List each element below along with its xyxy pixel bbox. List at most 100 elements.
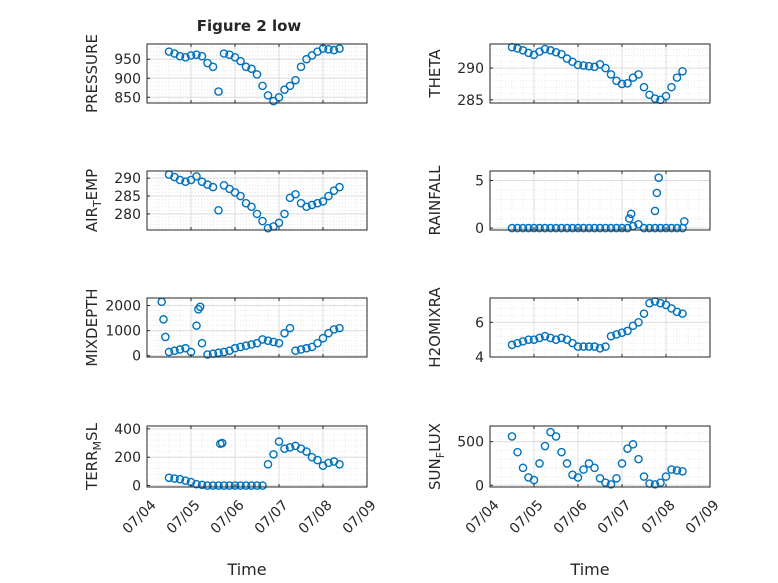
data-point [269, 337, 278, 347]
data-point [280, 328, 289, 338]
data-point [164, 47, 174, 56]
data-point [335, 182, 344, 192]
data-point [513, 338, 522, 348]
data-point [170, 346, 179, 356]
y-tick-label: 5 [475, 174, 484, 190]
data-point [672, 307, 682, 317]
data-point [318, 333, 328, 343]
data-point [274, 338, 284, 348]
data-point [518, 337, 528, 346]
data-point [612, 223, 621, 233]
data-point [546, 333, 555, 343]
data-point [546, 427, 555, 437]
data-point [197, 480, 207, 490]
x-tick-label: 07/06 [551, 497, 591, 537]
y-tick-label: 950 [114, 52, 141, 68]
data-point [507, 223, 517, 233]
data-point [296, 62, 306, 72]
axes-box [146, 43, 368, 104]
y-tick-label: 2000 [105, 299, 141, 315]
data-point [601, 342, 610, 351]
data-point [175, 175, 185, 185]
data-point [195, 302, 205, 312]
data-point [230, 343, 240, 353]
data-point [535, 333, 544, 343]
data-point [159, 315, 168, 324]
data-point [568, 223, 577, 233]
data-point [252, 209, 262, 219]
plot-area [490, 298, 710, 357]
data-point [617, 79, 627, 89]
data-point [280, 444, 289, 453]
data-point [540, 331, 550, 341]
data-point [318, 197, 328, 206]
x-tick-label: 07/08 [296, 497, 336, 537]
data-point [274, 218, 284, 228]
y-axis-label: TERRMSL [83, 422, 104, 491]
data-point [302, 202, 311, 212]
data-point [313, 198, 322, 208]
data-point [623, 79, 632, 88]
data-point [529, 475, 539, 485]
x-tick-label: 07/06 [208, 497, 248, 537]
data-point [241, 341, 251, 351]
data-point [551, 432, 561, 441]
data-point [197, 338, 207, 348]
data-point [197, 51, 207, 61]
data-point [595, 473, 605, 483]
panel-theta: 285 290 THETA [426, 42, 711, 109]
data-point [230, 481, 240, 490]
data-point [529, 223, 539, 233]
data-point [208, 481, 218, 490]
data-point [584, 61, 594, 71]
y-axis-label: PRESSURE [83, 34, 101, 113]
data-point [175, 51, 185, 61]
data-point [324, 45, 333, 54]
data-point [518, 223, 528, 233]
data-point [639, 82, 649, 92]
y-tick-label: 0 [132, 479, 141, 495]
data-point [269, 450, 278, 459]
data-point [650, 206, 660, 216]
x-axis-label: Time [569, 560, 609, 579]
data-point [639, 309, 649, 318]
axes-box [489, 170, 711, 231]
data-point [324, 458, 333, 468]
y-tick-label: 1000 [105, 324, 141, 340]
data-point [307, 200, 317, 210]
data-point [280, 209, 289, 219]
data-point [192, 50, 201, 59]
y-axis-label: THETA [426, 49, 444, 99]
data-point [584, 459, 594, 468]
data-point [219, 49, 229, 58]
data-point [258, 216, 267, 226]
data-point [313, 455, 322, 465]
data-point [652, 188, 662, 198]
data-point [263, 223, 273, 233]
y-axis-label: RAINFALL [426, 165, 444, 236]
panel-rainfall: 0 5 RAINFALL [426, 165, 711, 237]
data-point [217, 438, 227, 448]
data-point [540, 44, 550, 54]
data-point [639, 472, 649, 481]
data-point [634, 454, 643, 464]
data-point [557, 333, 566, 343]
data-point [612, 473, 621, 483]
y-tick-label: 500 [457, 435, 484, 451]
y-axis-label: AIRTEMP [83, 169, 104, 232]
axes-box [489, 425, 711, 488]
plot-area [490, 171, 710, 230]
data-point [672, 223, 682, 233]
data-point [579, 342, 588, 351]
data-point [573, 223, 583, 233]
data-point [551, 335, 561, 344]
data-point [524, 335, 533, 344]
data-point [258, 481, 267, 490]
data-point [595, 223, 605, 233]
data-point [214, 348, 223, 358]
data-point [263, 91, 273, 100]
data-point [667, 223, 676, 233]
x-tick-label: 07/05 [164, 497, 204, 537]
data-point [296, 345, 306, 354]
x-tick-label: 07/04 [120, 497, 160, 537]
